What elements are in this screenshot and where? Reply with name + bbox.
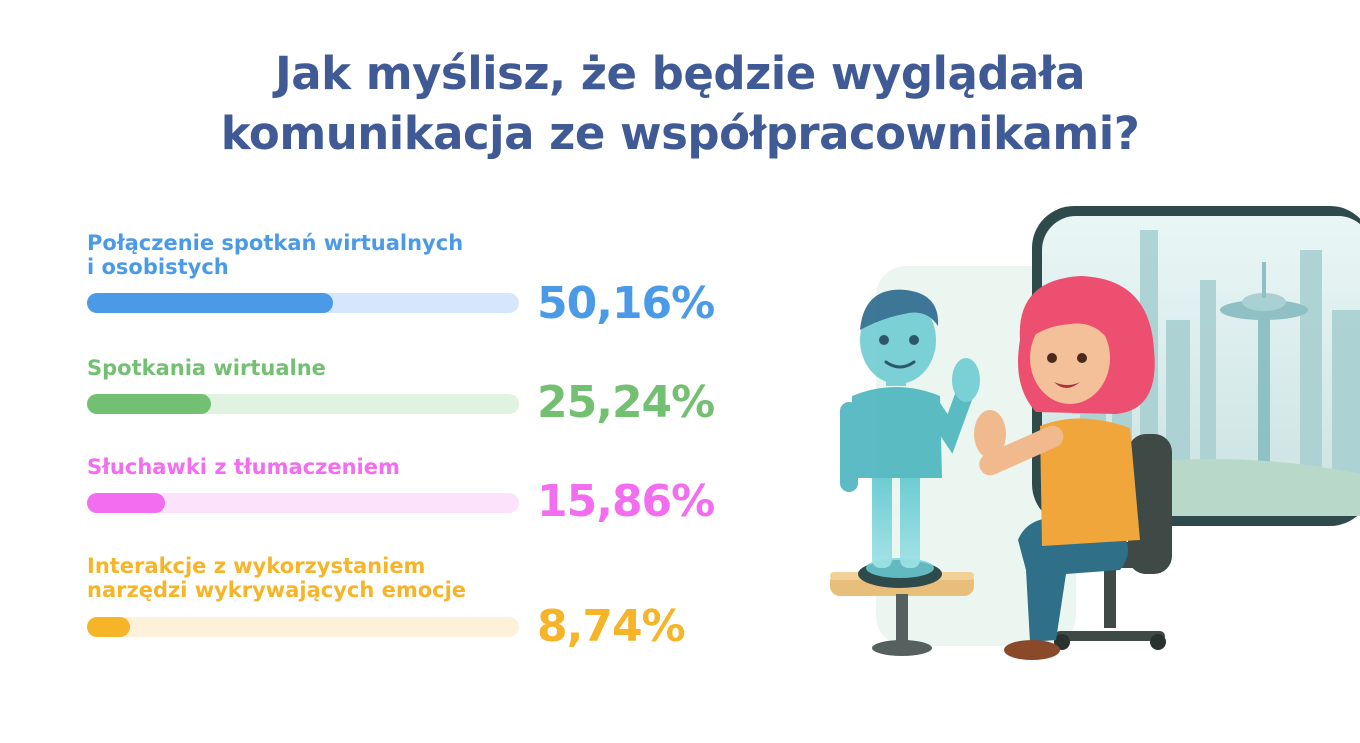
bar-track-hybrid — [87, 293, 519, 313]
bar-fill-headphones — [87, 493, 165, 513]
bar-label-headphones: Słuchawki z tłumaczeniem — [87, 455, 527, 479]
bar-label-hybrid-line-2: i osobistych — [87, 255, 229, 279]
bar-label-hybrid: Połączenie spotkań wirtualnych i osobist… — [87, 231, 527, 279]
hologram-meeting-icon — [830, 206, 1360, 660]
bar-track-emotion-tools — [87, 617, 519, 637]
bar-value-headphones: 15,86% — [537, 476, 715, 527]
bar-label-virtual-line-1: Spotkania wirtualne — [87, 356, 326, 380]
bar-value-virtual: 25,24% — [537, 377, 715, 428]
bar-fill-emotion-tools — [87, 617, 130, 637]
bar-label-virtual: Spotkania wirtualne — [87, 356, 527, 380]
chart-title: Jak myślisz, że będzie wyglądała komunik… — [0, 44, 1360, 164]
woman-icon — [974, 276, 1155, 660]
bar-label-hybrid-line-1: Połączenie spotkań wirtualnych — [87, 231, 464, 255]
hologram-man-icon — [840, 289, 980, 568]
bar-value-emotion-tools: 8,74% — [537, 601, 686, 652]
bar-label-emotion-tools-line-1: Interakcje z wykorzystaniem — [87, 554, 426, 578]
bar-value-hybrid: 50,16% — [537, 278, 715, 329]
bar-fill-virtual — [87, 394, 211, 414]
bar-track-headphones — [87, 493, 519, 513]
chart-title-line-1: Jak myślisz, że będzie wyglądała — [275, 47, 1085, 100]
bar-label-emotion-tools-line-2: narzędzi wykrywających emocje — [87, 578, 467, 602]
bar-label-emotion-tools: Interakcje z wykorzystaniem narzędzi wyk… — [87, 554, 527, 602]
bar-fill-hybrid — [87, 293, 334, 313]
chart-title-line-2: komunikacja ze współpracownikami? — [220, 107, 1140, 160]
bar-track-virtual — [87, 394, 519, 414]
bar-label-headphones-line-1: Słuchawki z tłumaczeniem — [87, 455, 400, 479]
